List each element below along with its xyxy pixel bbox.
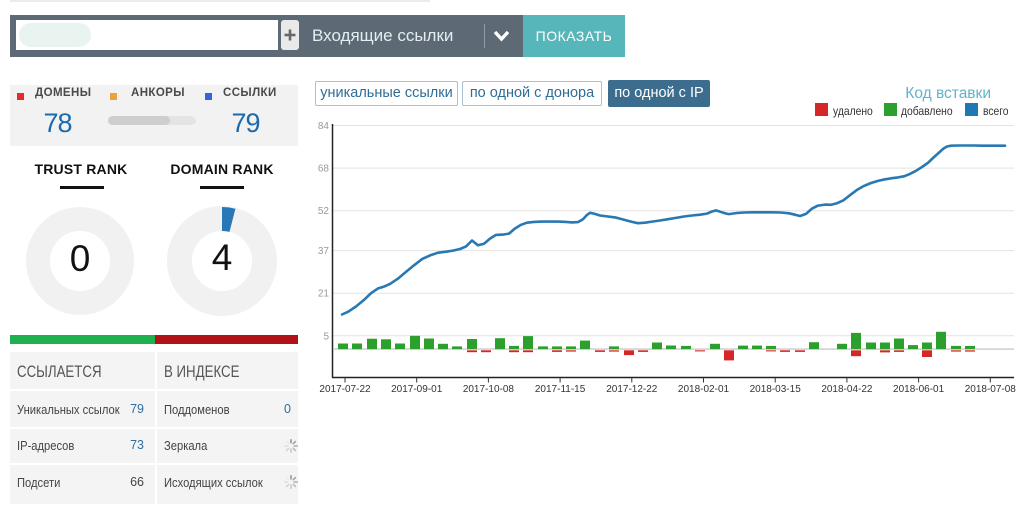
svg-text:2017-09-01: 2017-09-01 <box>391 384 443 395</box>
svg-text:2018-02-01: 2018-02-01 <box>678 384 730 395</box>
svg-text:5: 5 <box>323 331 329 342</box>
svg-text:2018-07-08: 2018-07-08 <box>965 384 1017 395</box>
svg-text:37: 37 <box>318 246 330 257</box>
svg-text:2018-04-22: 2018-04-22 <box>821 384 873 395</box>
svg-text:2017-07-22: 2017-07-22 <box>319 384 371 395</box>
svg-text:84: 84 <box>318 121 330 132</box>
svg-text:2017-12-22: 2017-12-22 <box>606 384 658 395</box>
svg-text:2018-03-15: 2018-03-15 <box>750 384 802 395</box>
svg-text:2017-11-15: 2017-11-15 <box>535 384 586 395</box>
svg-text:2017-10-08: 2017-10-08 <box>463 384 515 395</box>
svg-text:21: 21 <box>318 289 330 300</box>
svg-text:52: 52 <box>318 206 330 217</box>
svg-text:68: 68 <box>318 164 330 175</box>
svg-text:2018-06-01: 2018-06-01 <box>893 384 945 395</box>
